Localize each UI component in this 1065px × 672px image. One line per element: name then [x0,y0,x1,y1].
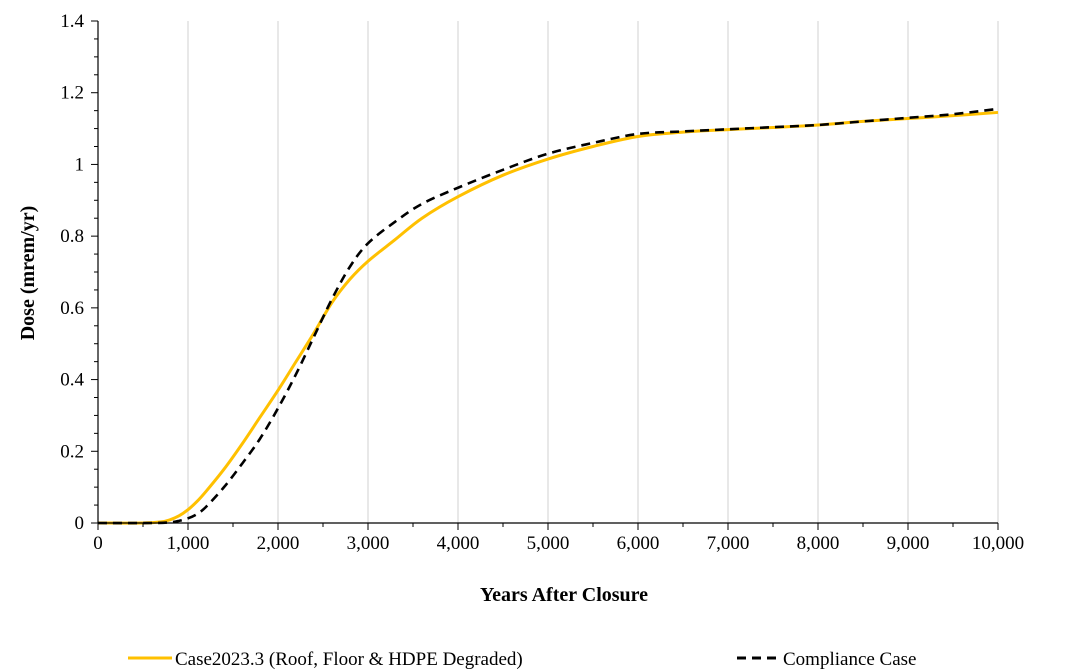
y-tick-label: 0.6 [60,298,84,319]
x-tick-label: 6,000 [617,533,660,554]
x-tick-label: 8,000 [797,533,840,554]
y-tick-label: 0.4 [60,370,84,391]
x-tick-label: 3,000 [347,533,390,554]
legend-label-case2023: Case2023.3 (Roof, Floor & HDPE Degraded) [175,649,523,670]
x-axis-title: Years After Closure [480,584,648,606]
legend-label-compliance: Compliance Case [783,649,917,670]
series-line-compliance [97,107,999,525]
x-tick-label: 5,000 [527,533,570,554]
series-line-case2023 [97,110,999,525]
x-tick-label: 9,000 [887,533,930,554]
y-tick-label: 0.2 [60,441,84,462]
x-tick-labels: 0 1,000 2,000 3,000 4,000 5,000 6,000 7,000 8,00… [93,533,1024,554]
y-tick-label: 1.2 [60,83,84,104]
y-tick-label: 0 [75,513,85,534]
grid-lines [187,21,999,523]
axes [91,20,999,530]
y-tick-label: 0.8 [60,226,84,247]
x-tick-label: 7,000 [707,533,750,554]
legend: Case2023.3 (Roof, Floor & HDPE Degraded)… [128,649,917,670]
x-tick-label: 1,000 [167,533,210,554]
x-tick-label: 10,000 [972,533,1024,554]
y-tick-label: 1 [75,154,85,175]
x-tick-label: 4,000 [437,533,480,554]
x-tick-label: 2,000 [257,533,300,554]
y-tick-label: 1.4 [60,11,84,32]
x-tick-label: 0 [93,533,103,554]
y-axis-title: Dose (mrem/yr) [17,206,39,341]
series-layer [97,107,999,525]
y-tick-labels: 0 0.2 0.4 0.6 0.8 1 1.2 1.4 [60,11,84,534]
